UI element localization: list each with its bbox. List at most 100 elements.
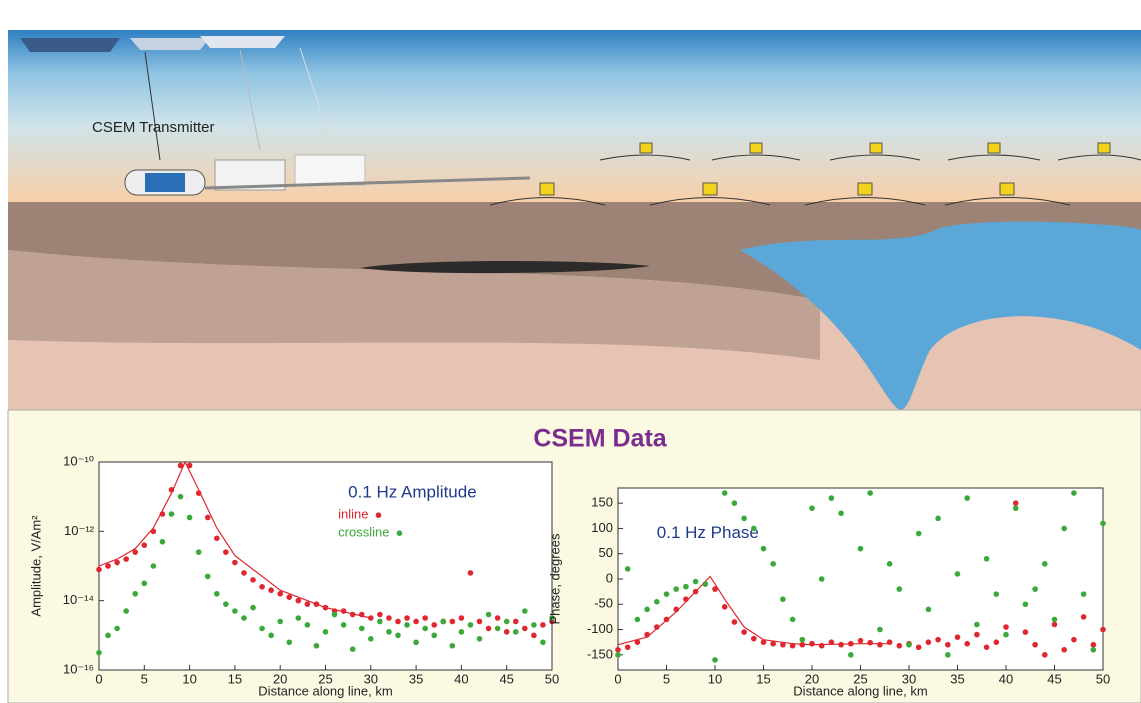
x-tick-label: 0 bbox=[95, 671, 102, 686]
point bbox=[105, 633, 111, 639]
point bbox=[132, 549, 138, 555]
point bbox=[1081, 614, 1087, 620]
point bbox=[722, 490, 728, 496]
point bbox=[974, 622, 980, 628]
y-tick-label: -100 bbox=[587, 621, 613, 636]
x-tick-label: 35 bbox=[409, 671, 423, 686]
y-tick-label: 10⁻¹² bbox=[64, 523, 95, 538]
point bbox=[1052, 622, 1058, 628]
plot-area bbox=[99, 462, 552, 670]
point bbox=[732, 500, 738, 506]
point bbox=[877, 627, 883, 633]
point bbox=[232, 560, 238, 566]
point bbox=[169, 511, 175, 517]
point bbox=[132, 591, 138, 597]
point bbox=[142, 581, 148, 587]
point bbox=[625, 644, 631, 650]
x-tick-label: 0 bbox=[614, 671, 621, 686]
point bbox=[368, 636, 374, 642]
point bbox=[935, 516, 941, 522]
point bbox=[867, 490, 873, 496]
point bbox=[1013, 500, 1019, 506]
point bbox=[906, 642, 912, 648]
point bbox=[395, 633, 401, 639]
point bbox=[268, 587, 274, 593]
point bbox=[540, 639, 546, 645]
point bbox=[800, 637, 806, 643]
legend-label: inline bbox=[338, 507, 368, 522]
y-tick-label: 100 bbox=[591, 520, 613, 535]
point bbox=[531, 633, 537, 639]
point bbox=[277, 619, 283, 625]
point bbox=[404, 615, 410, 621]
point bbox=[984, 556, 990, 562]
point bbox=[350, 612, 356, 618]
point bbox=[673, 607, 679, 613]
point bbox=[867, 640, 873, 646]
point bbox=[1091, 647, 1097, 653]
point bbox=[703, 581, 709, 587]
point bbox=[664, 617, 670, 623]
point bbox=[160, 539, 166, 545]
page: CSEM Transmitter CSEM Data 0510152025303… bbox=[0, 0, 1141, 703]
point bbox=[1032, 642, 1038, 648]
point bbox=[887, 639, 893, 645]
chart: 0510152025303540455010⁻¹⁰10⁻¹²10⁻¹⁴10⁻¹⁶… bbox=[28, 453, 559, 698]
point bbox=[486, 626, 492, 632]
point bbox=[732, 619, 738, 625]
point bbox=[751, 526, 757, 532]
point bbox=[1100, 521, 1106, 527]
point bbox=[522, 608, 528, 614]
point bbox=[169, 487, 175, 493]
point bbox=[323, 605, 329, 611]
x-tick-label: 45 bbox=[1047, 671, 1061, 686]
point bbox=[377, 619, 383, 625]
x-tick-label: 15 bbox=[228, 671, 242, 686]
point bbox=[974, 632, 980, 638]
x-tick-label: 5 bbox=[663, 671, 670, 686]
point bbox=[223, 601, 229, 607]
y-axis-label: Amplitude, V/Am² bbox=[28, 515, 43, 617]
point bbox=[935, 637, 941, 643]
point bbox=[741, 516, 747, 522]
point bbox=[683, 584, 689, 590]
point bbox=[955, 571, 961, 577]
x-tick-label: 35 bbox=[950, 671, 964, 686]
point bbox=[459, 629, 465, 635]
point bbox=[751, 636, 757, 642]
point bbox=[761, 546, 767, 552]
point bbox=[223, 549, 229, 555]
point bbox=[450, 619, 456, 625]
point bbox=[178, 463, 184, 469]
point bbox=[268, 633, 274, 639]
point bbox=[96, 567, 102, 573]
point bbox=[123, 608, 129, 614]
point bbox=[386, 629, 392, 635]
point bbox=[151, 563, 157, 569]
y-tick-label: -50 bbox=[594, 596, 613, 611]
point bbox=[1100, 627, 1106, 633]
point bbox=[838, 642, 844, 648]
point bbox=[187, 463, 193, 469]
x-tick-label: 40 bbox=[999, 671, 1013, 686]
point bbox=[809, 641, 815, 647]
point bbox=[142, 542, 148, 548]
point bbox=[259, 584, 265, 590]
point bbox=[1003, 624, 1009, 630]
point bbox=[359, 612, 365, 618]
point bbox=[377, 612, 383, 618]
point bbox=[712, 657, 718, 663]
point bbox=[540, 622, 546, 628]
point bbox=[241, 570, 247, 576]
point bbox=[422, 615, 428, 621]
point bbox=[664, 591, 670, 597]
point bbox=[819, 576, 825, 582]
point bbox=[994, 639, 1000, 645]
point bbox=[615, 647, 621, 653]
point bbox=[693, 579, 699, 585]
point bbox=[522, 626, 528, 632]
point bbox=[625, 566, 631, 572]
point bbox=[848, 652, 854, 658]
point bbox=[897, 643, 903, 649]
point bbox=[926, 639, 932, 645]
